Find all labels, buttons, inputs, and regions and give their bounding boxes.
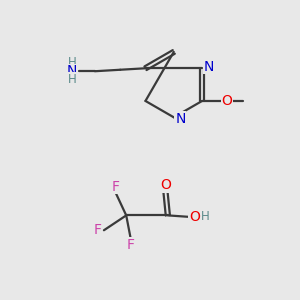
Text: O: O — [189, 210, 200, 224]
Text: N: N — [203, 60, 214, 74]
Text: H: H — [68, 73, 76, 86]
Text: O: O — [160, 178, 171, 192]
Text: F: F — [93, 223, 101, 237]
Text: N: N — [175, 112, 185, 126]
Text: F: F — [127, 238, 135, 252]
Text: H: H — [201, 210, 210, 224]
Text: H: H — [68, 56, 76, 69]
Text: O: O — [221, 94, 232, 108]
Text: N: N — [67, 64, 77, 78]
Text: F: F — [112, 180, 120, 194]
